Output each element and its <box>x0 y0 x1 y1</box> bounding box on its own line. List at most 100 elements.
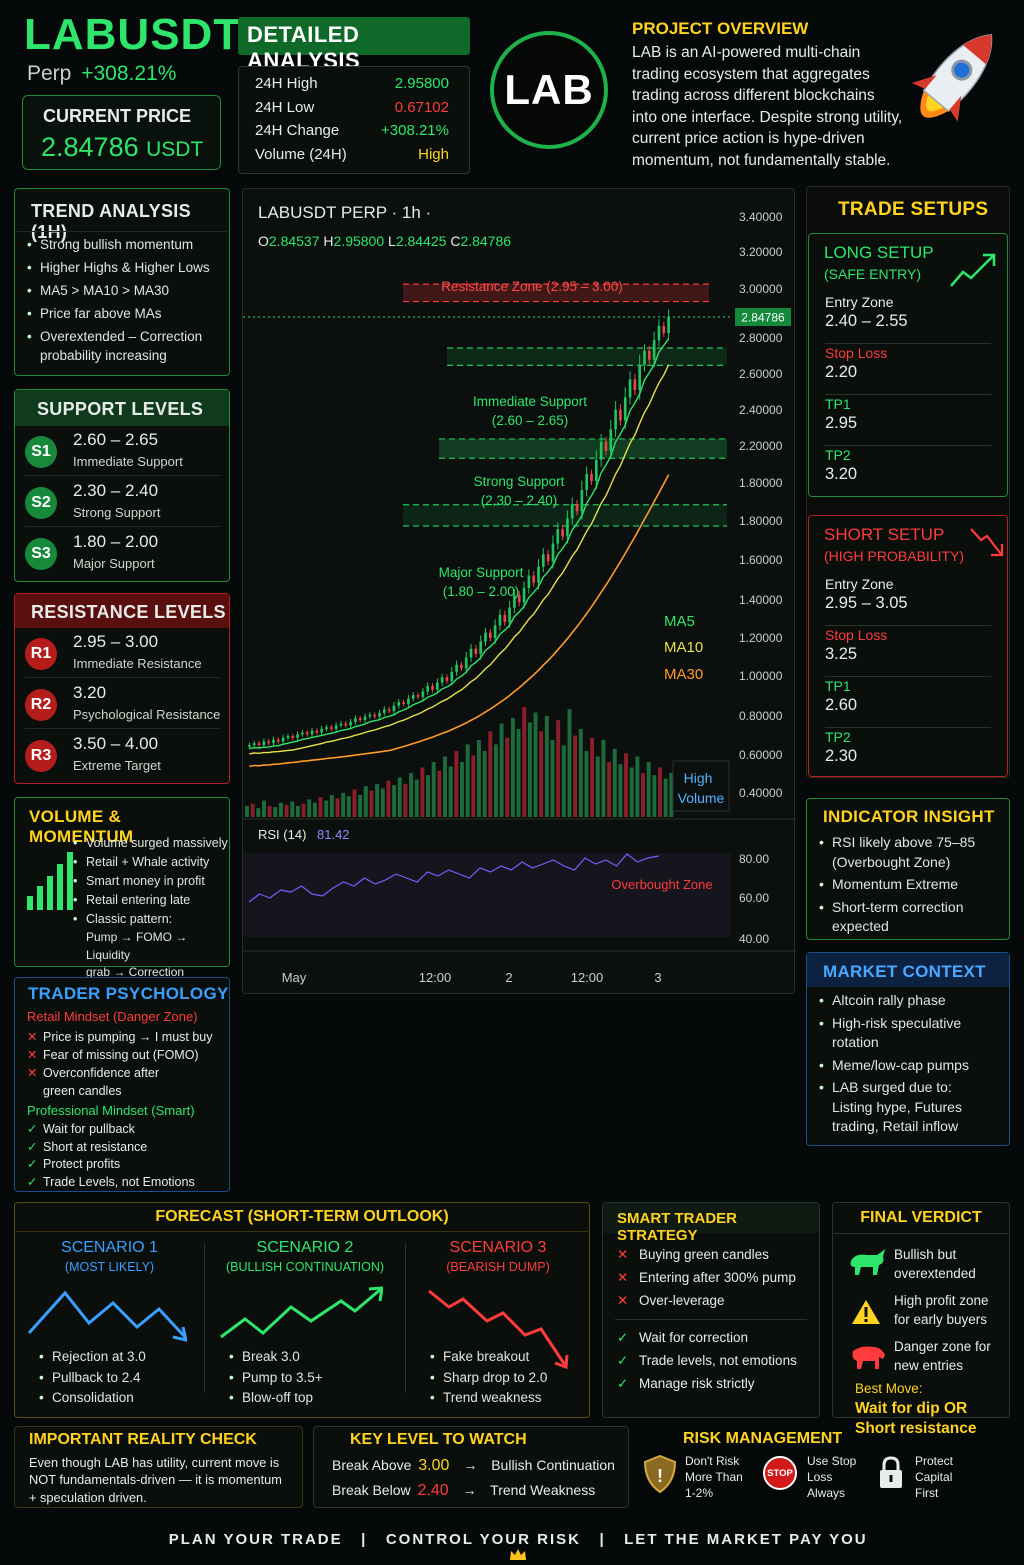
rsi-line <box>248 853 659 903</box>
support-level: S2 2.30 – 2.40 Strong Support <box>25 479 221 527</box>
candle-body <box>310 730 314 735</box>
verdict-line2: overextended <box>894 1266 976 1281</box>
symbol-title: LABUSDT <box>24 10 242 59</box>
volume-bar <box>652 775 657 817</box>
strong-support-range: (2.30 – 2.40) <box>481 493 558 508</box>
scenario-title: SCENARIO 1 <box>61 1239 158 1256</box>
long-setup-key: TP2 <box>825 447 851 463</box>
scenario-3: SCENARIO 3 (BEARISH DUMP) Fake breakoutSha… <box>406 1239 590 1409</box>
candle-body <box>392 705 396 712</box>
market-context-title: MARKET CONTEXT <box>823 962 986 981</box>
volume-bar <box>612 748 617 817</box>
perp-label: Perp <box>27 62 72 85</box>
best-move-line1: Wait for dip OR <box>855 1400 968 1417</box>
short-setup-sub: (HIGH PROBABILITY) <box>824 548 965 564</box>
volume-bar <box>663 778 668 817</box>
candle-body <box>594 459 598 482</box>
candle-body <box>325 727 328 729</box>
break-above-value: 3.00 <box>418 1457 450 1474</box>
trend-item: Overextended – Correction <box>27 327 227 346</box>
price-tick-label: 1.20000 <box>739 631 783 645</box>
overview-line: current price action is hype-driven <box>632 130 865 148</box>
volume-bar <box>556 720 561 817</box>
indicator-item: Momentum Extreme <box>819 875 1009 895</box>
volume-bar <box>329 795 334 817</box>
resistance-zone-label: Resistance Zone (2.95 – 3.00) <box>441 279 623 294</box>
pro-text: Protect profits <box>43 1157 121 1172</box>
volume-bar <box>284 804 289 817</box>
volume-bar <box>550 740 555 817</box>
volume-bar <box>414 779 419 817</box>
candle-body <box>455 664 458 672</box>
support-desc: Immediate Support <box>73 454 183 469</box>
candle-body <box>276 739 280 742</box>
candle-body <box>647 350 651 360</box>
resistance-value: 2.95 – 3.00 <box>73 632 159 651</box>
candle-body <box>657 325 661 341</box>
key-level-below: Break Below 2.40 → Trend Weakness <box>332 1482 595 1500</box>
immediate-support-zone <box>447 347 727 366</box>
volume-bar <box>624 753 629 817</box>
volume-bar <box>397 777 402 817</box>
reality-check-panel: IMPORTANT REALITY CHECK Even though LAB … <box>14 1426 303 1508</box>
dont-text: Buying green candles <box>639 1247 769 1262</box>
overview-line: momentum, not fundamentally stable. <box>632 151 891 169</box>
short-setup-card: SHORT SETUP (HIGH PROBABILITY) Entry Zon… <box>808 515 1008 777</box>
candle-body <box>599 441 603 460</box>
volume-bar <box>363 786 368 817</box>
price-tick-label: 1.40000 <box>739 593 783 607</box>
immediate-support-range: (2.60 – 2.65) <box>492 413 569 428</box>
last-price-tag-text: 2.84786 <box>741 311 785 325</box>
check-icon: ✓ <box>27 1157 38 1172</box>
long-setup-value: 2.20 <box>825 363 858 381</box>
final-verdict-title: FINAL VERDICT <box>860 1209 982 1226</box>
change-percent: +308.21% <box>81 62 177 85</box>
volume-bar <box>403 784 408 817</box>
candle-body <box>493 625 497 638</box>
candle-body <box>363 716 367 721</box>
reality-line: NOT fundamentals-driven — it is momentum <box>29 1472 282 1488</box>
price-tick-label: 1.60000 <box>739 553 783 567</box>
candle-body <box>537 566 540 583</box>
smart-strategy-panel: SMART TRADER STRATEGY ✕ Buying green cand… <box>602 1202 820 1418</box>
scenario-item: Sharp drop to 2.0 <box>430 1368 547 1389</box>
candle-body <box>662 325 666 334</box>
volume-bar <box>324 800 329 817</box>
major-support-zone <box>403 504 727 527</box>
price-chart[interactable]: 3.40000 3.20000 3.00000 2.80000 2.60000 2.400… <box>243 189 796 995</box>
candle-body <box>643 350 646 366</box>
resistance-value: 3.50 – 4.00 <box>73 734 159 753</box>
candle-body <box>334 725 338 729</box>
resistance-levels-title: RESISTANCE LEVELS <box>31 602 226 622</box>
support-level: S1 2.60 – 2.65 Immediate Support <box>25 428 221 476</box>
indicator-insight-panel: INDICATOR INSIGHT RSI likely above 75–85… <box>806 798 1010 940</box>
candle-body <box>252 743 256 745</box>
volume-bar <box>267 806 272 817</box>
ma5-line <box>249 338 670 750</box>
candle-body <box>590 473 593 482</box>
high-volume-box <box>672 760 730 812</box>
candle-body <box>667 317 670 334</box>
volume-bar <box>380 788 385 817</box>
resistance-desc: Psychological Resistance <box>73 707 221 722</box>
h-value: 2.95800 <box>333 233 385 249</box>
short-setup-value: 2.30 <box>825 747 858 765</box>
volume-bar <box>358 795 363 817</box>
key-level-above: Break Above 3.00 → Bullish Continuation <box>332 1457 615 1475</box>
candle-body <box>609 429 613 451</box>
svg-text:!: ! <box>657 1466 663 1486</box>
candle-body <box>291 736 295 738</box>
candle-body <box>373 714 377 717</box>
candle-body <box>450 671 454 681</box>
dont-item: ✕ Buying green candles <box>617 1243 796 1266</box>
x-icon: ✕ <box>617 1247 629 1262</box>
volume-bar <box>669 773 674 817</box>
do-text: Manage risk strictly <box>639 1376 755 1391</box>
support-desc: Major Support <box>73 556 155 571</box>
trader-psychology-title: TRADER PSYCHOLOGY <box>28 984 229 1003</box>
volume-bar <box>533 712 538 817</box>
market-item: High-risk speculative <box>819 1014 1009 1034</box>
volume-bar <box>510 718 515 817</box>
volume-bar <box>465 744 470 817</box>
price-tick-label: 3.00000 <box>739 282 783 296</box>
